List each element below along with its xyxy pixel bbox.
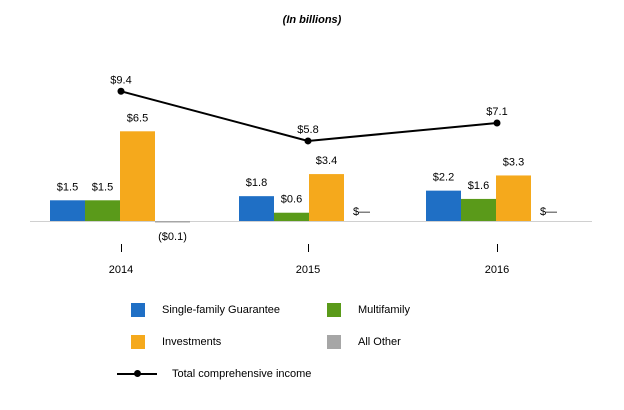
total-income-label-2015: $5.8 [297,124,318,136]
bar-2015-series-2 [309,174,344,221]
bar-2015-series-1 [274,212,309,221]
total-income-point-2015 [304,137,312,145]
chart-subtitle: (In billions) [282,14,342,26]
x-tick-label-2015: 2015 [296,264,320,276]
bar-label-2014-series-1: $1.5 [92,181,113,193]
x-tick-label-2016: 2016 [485,264,509,276]
bar-label-2015-series-1: $0.6 [281,194,302,206]
bar-label-2015-series-0: $1.8 [246,177,267,189]
total-income-point-2016 [493,119,501,127]
bar-label-2014-series-0: $1.5 [57,181,78,193]
total-income-label-2014: $9.4 [110,74,131,86]
bar-label-2015-series-2: $3.4 [316,155,337,167]
bar-2016-series-0 [426,190,461,221]
bar-2016-series-2 [496,175,531,221]
bar-label-2015-series-3: $— [353,206,370,218]
bar-2016-series-1 [461,198,496,221]
bar-2014-series-1 [85,200,120,221]
bar-label-2016-series-2: $3.3 [503,156,524,168]
bar-label-2016-series-1: $1.6 [468,180,489,192]
bar-label-2016-series-0: $2.2 [433,172,454,184]
bar-label-2014-series-2: $6.5 [127,112,148,124]
bar-label-2014-series-3: ($0.1) [158,231,187,243]
bar-2014-series-2 [120,131,155,221]
bar-2014-series-0 [50,200,85,221]
x-tick-label-2014: 2014 [109,264,133,276]
bar-2015-series-0 [239,196,274,221]
bar-2014-series-3 [155,221,190,223]
bar-label-2016-series-3: $— [540,206,557,218]
total-income-point-2014 [117,87,125,95]
total-income-label-2016: $7.1 [486,106,507,118]
